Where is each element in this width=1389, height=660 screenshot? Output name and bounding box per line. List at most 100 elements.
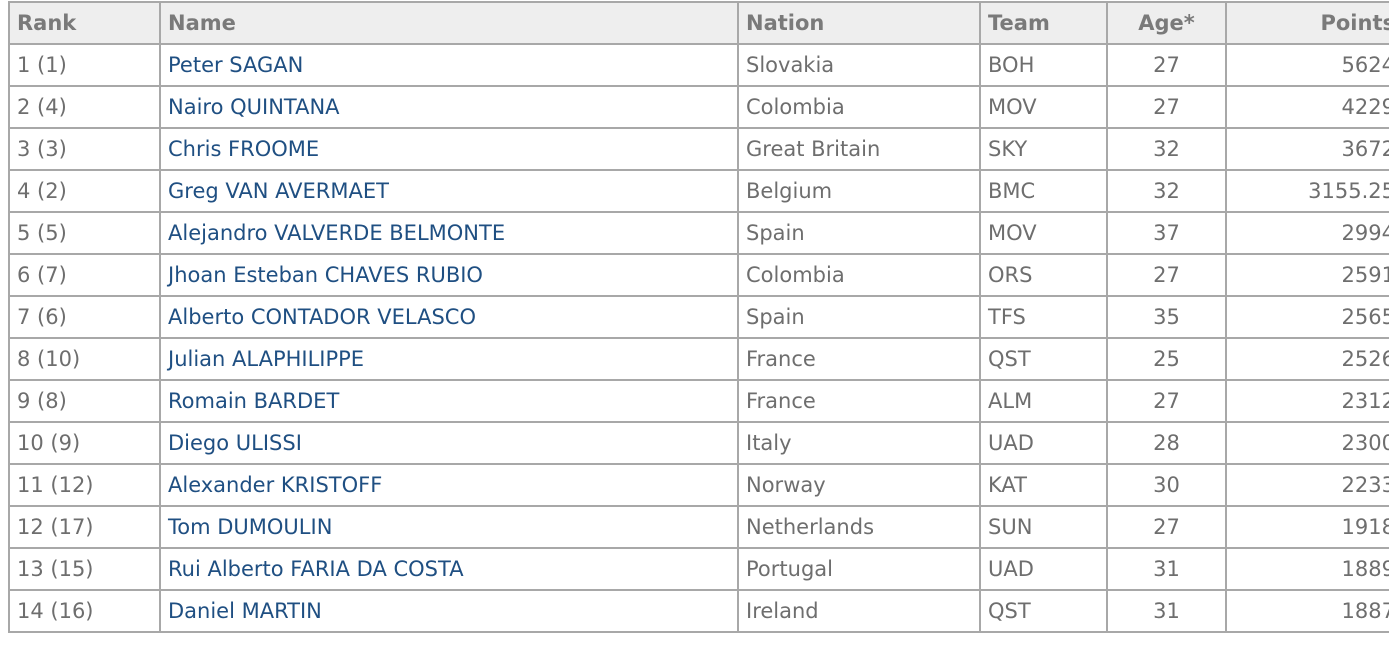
team-cell: QST (979, 589, 1108, 633)
team-cell: KAT (979, 463, 1108, 507)
table-row: 5 (5) Alejandro VALVERDE BELMONTE Spain MOV… (8, 211, 1389, 255)
rank-cell: 13 (15) (8, 547, 161, 591)
nation-cell: Ireland (737, 589, 981, 633)
team-cell: ALM (979, 379, 1108, 423)
rider-name-link[interactable]: Alberto CONTADOR VELASCO (159, 295, 739, 339)
points-cell: 2591 (1225, 253, 1389, 297)
rider-name-link[interactable]: Tom DUMOULIN (159, 505, 739, 549)
nation-cell: Colombia (737, 253, 981, 297)
rider-name-link[interactable]: Daniel MARTIN (159, 589, 739, 633)
points-cell: 1887 (1225, 589, 1389, 633)
nation-cell: France (737, 337, 981, 381)
rank-cell: 10 (9) (8, 421, 161, 465)
nation-cell: France (737, 379, 981, 423)
rider-name-link[interactable]: Diego ULISSI (159, 421, 739, 465)
rider-name-link[interactable]: Alejandro VALVERDE BELMONTE (159, 211, 739, 255)
nation-cell: Great Britain (737, 127, 981, 171)
table-row: 7 (6) Alberto CONTADOR VELASCO Spain TFS 35 2… (8, 295, 1389, 339)
nation-cell: Slovakia (737, 43, 981, 87)
rider-name-link[interactable]: Romain BARDET (159, 379, 739, 423)
rider-name-link[interactable]: Chris FROOME (159, 127, 739, 171)
age-cell: 31 (1106, 547, 1227, 591)
table-row: 4 (2) Greg VAN AVERMAET Belgium BMC 32 3155.2… (8, 169, 1389, 213)
team-cell: TFS (979, 295, 1108, 339)
team-cell: UAD (979, 547, 1108, 591)
nation-cell: Colombia (737, 85, 981, 129)
rank-cell: 2 (4) (8, 85, 161, 129)
age-cell: 31 (1106, 589, 1227, 633)
rider-name-link[interactable]: Nairo QUINTANA (159, 85, 739, 129)
team-cell: SUN (979, 505, 1108, 549)
table-row: 12 (17)Tom DUMOULINNetherlandsSUN271918 (8, 505, 1389, 549)
age-cell: 27 (1106, 43, 1227, 87)
header-age[interactable]: Age* (1106, 1, 1227, 45)
table-body: 1 (1)Peter SAGANSlovakiaBOH2756242 (4)Na… (8, 43, 1389, 633)
table-row: 14 (16)Daniel MARTINIrelandQST311887 (8, 589, 1389, 633)
nation-cell: Norway (737, 463, 981, 507)
points-cell: 3672 (1225, 127, 1389, 171)
nation-cell: Belgium (737, 169, 981, 213)
team-cell: MOV (979, 85, 1108, 129)
points-cell: 2300 (1225, 421, 1389, 465)
team-cell: BOH (979, 43, 1108, 87)
rank-cell: 5 (5) (8, 211, 161, 255)
nation-cell: Italy (737, 421, 981, 465)
age-cell: 35 (1106, 295, 1227, 339)
nation-cell: Spain (737, 211, 981, 255)
header-team[interactable]: Team (979, 1, 1108, 45)
age-cell: 28 (1106, 421, 1227, 465)
table-row: 9 (8)Romain BARDETFranceALM272312 (8, 379, 1389, 423)
table-header: Rank Name Nation Team Age* Points (8, 1, 1389, 45)
rider-name-link[interactable]: Julian ALAPHILIPPE (159, 337, 739, 381)
age-cell: 27 (1106, 505, 1227, 549)
header-rank[interactable]: Rank (8, 1, 161, 45)
points-cell: 2526 (1225, 337, 1389, 381)
points-cell: 2565 (1225, 295, 1389, 339)
points-cell: 3155.25 (1225, 169, 1389, 213)
rider-name-link[interactable]: Peter SAGAN (159, 43, 739, 87)
age-cell: 25 (1106, 337, 1227, 381)
points-cell: 2994 (1225, 211, 1389, 255)
rider-name-link[interactable]: Jhoan Esteban CHAVES RUBIO (159, 253, 739, 297)
age-cell: 32 (1106, 127, 1227, 171)
table-row: 13 (15) Rui Alberto FARIA DA COSTA Portuga… (8, 547, 1389, 591)
age-cell: 37 (1106, 211, 1227, 255)
team-cell: BMC (979, 169, 1108, 213)
points-cell: 1889 (1225, 547, 1389, 591)
age-cell: 30 (1106, 463, 1227, 507)
header-nation[interactable]: Nation (737, 1, 981, 45)
header-name[interactable]: Name (159, 1, 739, 45)
table-row: 10 (9)Diego ULISSIItalyUAD282300 (8, 421, 1389, 465)
nation-cell: Netherlands (737, 505, 981, 549)
nation-cell: Spain (737, 295, 981, 339)
team-cell: SKY (979, 127, 1108, 171)
points-cell: 4229 (1225, 85, 1389, 129)
rider-name-link[interactable]: Alexander KRISTOFF (159, 463, 739, 507)
nation-cell: Portugal (737, 547, 981, 591)
ranking-table: Rank Name Nation Team Age* Points 1 (1) P… (8, 1, 1389, 633)
rank-cell: 14 (16) (8, 589, 161, 633)
rank-cell: 9 (8) (8, 379, 161, 423)
points-cell: 2233 (1225, 463, 1389, 507)
rank-cell: 11 (12) (8, 463, 161, 507)
table-row: 2 (4)Nairo QUINTANAColombiaMOV274229 (8, 85, 1389, 129)
table-row: 1 (1)Peter SAGANSlovakiaBOH275624 (8, 43, 1389, 87)
rank-cell: 1 (1) (8, 43, 161, 87)
header-points[interactable]: Points (1225, 1, 1389, 45)
age-cell: 27 (1106, 379, 1227, 423)
table-row: 8 (10)Julian ALAPHILIPPEFranceQST252526 (8, 337, 1389, 381)
age-cell: 27 (1106, 253, 1227, 297)
team-cell: ORS (979, 253, 1108, 297)
rider-name-link[interactable]: Rui Alberto FARIA DA COSTA (159, 547, 739, 591)
rank-cell: 6 (7) (8, 253, 161, 297)
age-cell: 27 (1106, 85, 1227, 129)
rank-cell: 7 (6) (8, 295, 161, 339)
age-cell: 32 (1106, 169, 1227, 213)
team-cell: QST (979, 337, 1108, 381)
points-cell: 5624 (1225, 43, 1389, 87)
team-cell: UAD (979, 421, 1108, 465)
rank-cell: 12 (17) (8, 505, 161, 549)
rider-name-link[interactable]: Greg VAN AVERMAET (159, 169, 739, 213)
team-cell: MOV (979, 211, 1108, 255)
